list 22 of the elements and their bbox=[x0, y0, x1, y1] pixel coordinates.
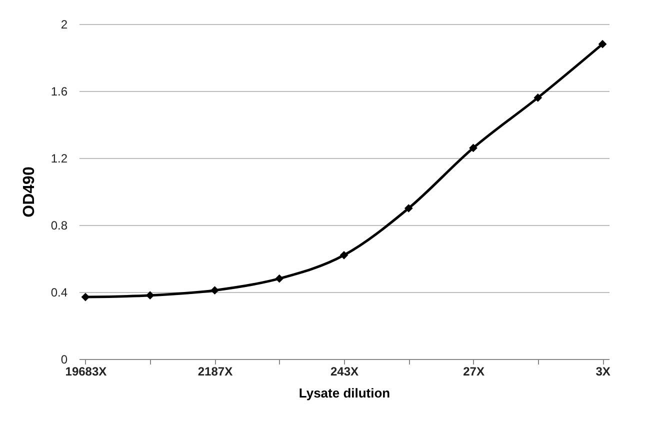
point bbox=[534, 94, 542, 102]
y-tick-label: 0.8 bbox=[50, 218, 68, 232]
point bbox=[146, 291, 154, 300]
y-tick-label: 0.4 bbox=[50, 286, 68, 300]
point bbox=[469, 144, 478, 152]
point bbox=[210, 286, 219, 295]
x-tick-label: 27X bbox=[463, 364, 484, 378]
y-tick-label: 2 bbox=[60, 18, 68, 32]
x-tick-label: 3X bbox=[596, 364, 610, 378]
point bbox=[404, 204, 413, 212]
y-tick-label: 0 bbox=[60, 352, 68, 366]
point bbox=[275, 274, 284, 283]
x-axis-title: Lysate dilution bbox=[298, 386, 390, 400]
x-tick-label: 243X bbox=[330, 364, 359, 378]
point bbox=[81, 292, 90, 302]
x-tick-label: 19683X bbox=[65, 364, 107, 378]
point bbox=[598, 40, 607, 48]
y-tick-label: 1.6 bbox=[50, 84, 68, 98]
y-tick-label: 1.2 bbox=[50, 152, 68, 166]
y-axis-title: OD490 bbox=[20, 166, 38, 218]
point bbox=[340, 250, 348, 260]
x-tick-label: 2187X bbox=[198, 364, 233, 378]
